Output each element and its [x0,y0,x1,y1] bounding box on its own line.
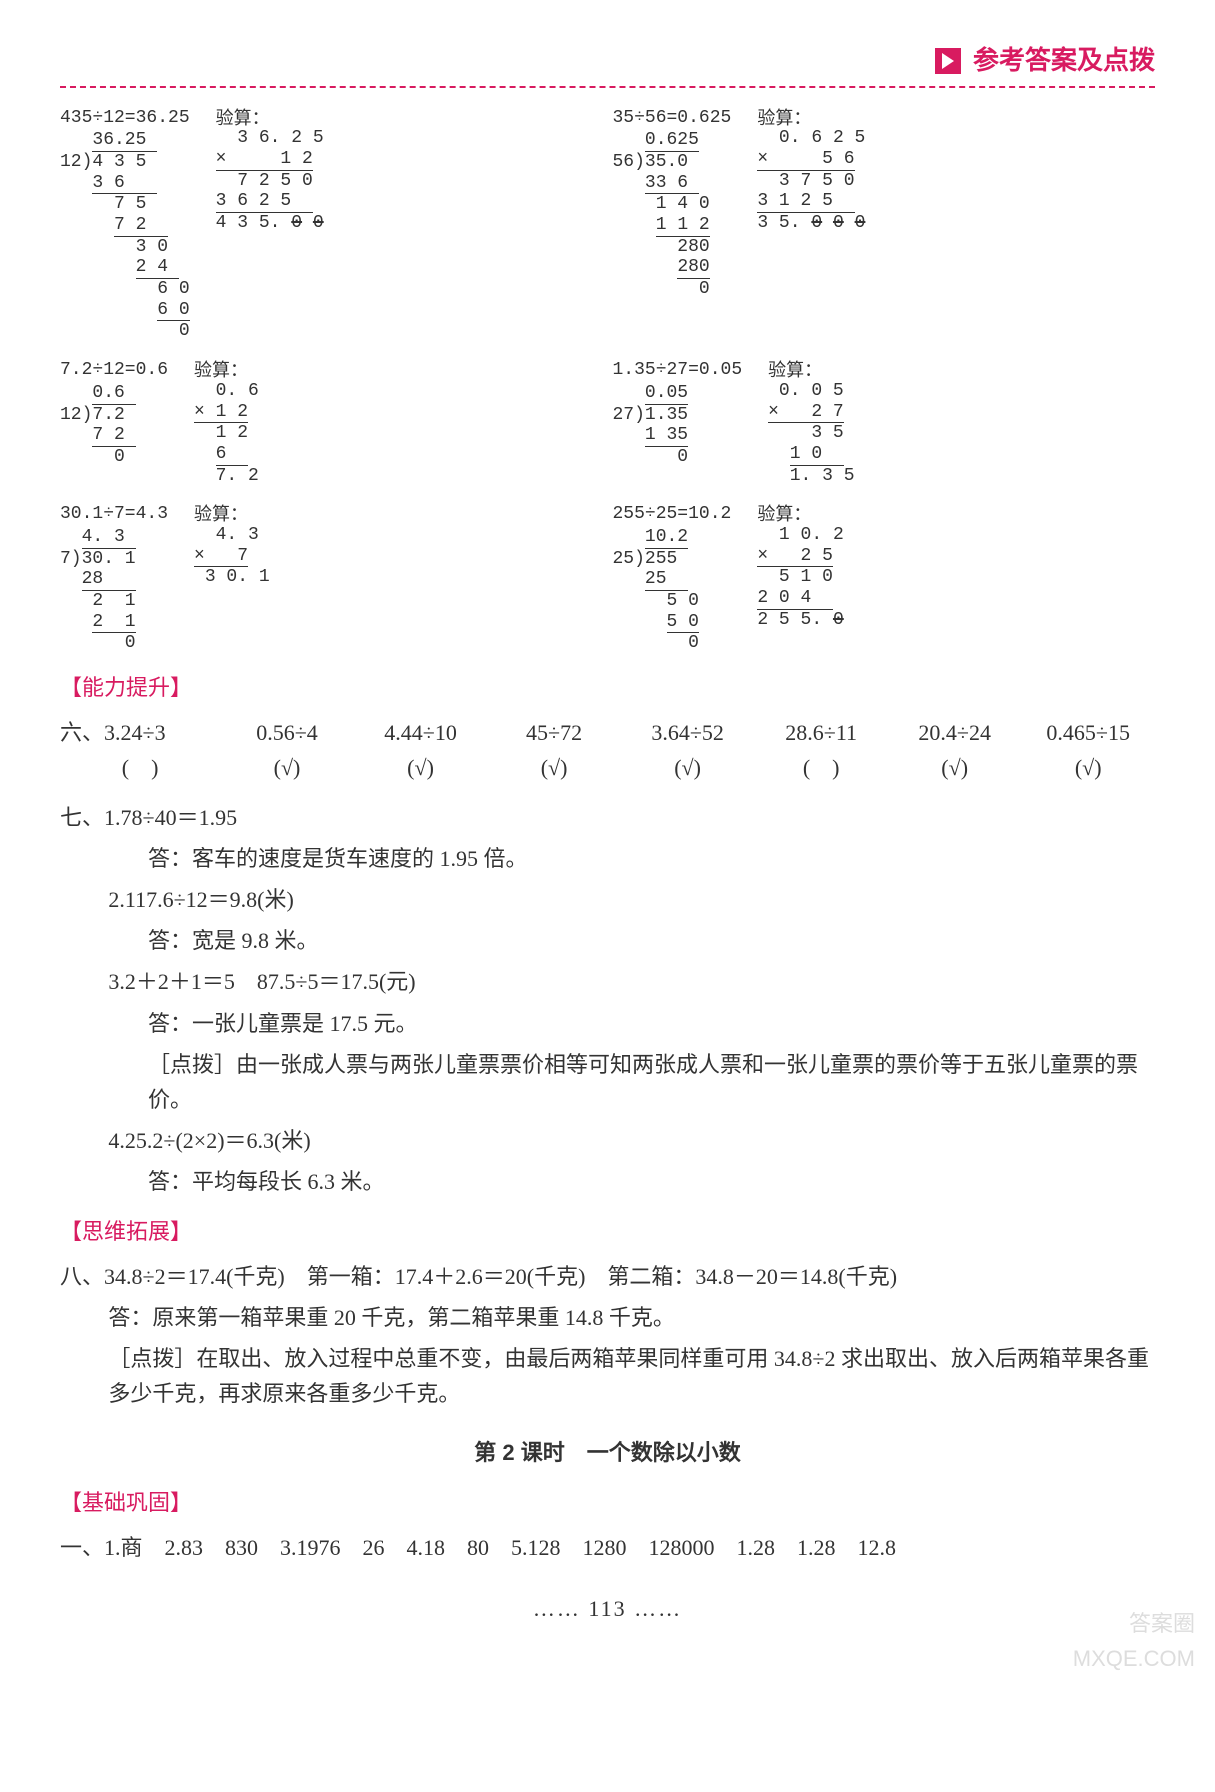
q7-2-expr: 2.117.6÷12＝9.8(米) [60,882,1155,917]
q7-1-expr: 七、1.78÷40＝1.95 [60,800,1155,835]
section-basic: 【基础巩固】 [60,1485,1155,1520]
q8: 八、34.8÷2＝17.4(千克) 第一箱：17.4＋2.6＝20(千克) 第二… [60,1259,1155,1412]
q7-3-tip: ［点拨］由一张成人票与两张儿童票票价相等可知两张成人票和一张儿童票的票价等于五张… [60,1047,1155,1117]
watermark-l1: 答案圈 [1073,1606,1195,1641]
arrow-icon [935,48,961,74]
lesson-title: 第 2 课时 一个数除以小数 [60,1435,1155,1470]
q7-4-expr: 4.25.2÷(2×2)＝6.3(米) [60,1123,1155,1158]
watermark: 答案圈 MXQE.COM [1073,1606,1195,1676]
header-title: 参考答案及点拨 [973,46,1155,75]
section-ability: 【能力提升】 [60,670,1155,705]
q6-mark-row: ( )(√)(√)(√)(√)( )(√)(√) [60,750,1155,785]
calc-grid: 435÷12=36.25 36.25 12)4 3 5 3 6 7 5 7 2 … [60,108,1155,655]
q6-expr-row: 六、3.24÷30.56÷44.44÷1045÷723.64÷5228.6÷11… [60,715,1155,750]
q7-4-answer: 答：平均每段长 6.3 米。 [60,1164,1155,1199]
q1: 一、1.商 2.83 830 3.1976 26 4.18 80 5.128 1… [60,1530,1155,1565]
q7-3-answer: 答：一张儿童票是 17.5 元。 [60,1006,1155,1041]
section-thinking: 【思维拓展】 [60,1214,1155,1249]
q7-2-answer: 答：宽是 9.8 米。 [60,923,1155,958]
q8-expr: 八、34.8÷2＝17.4(千克) 第一箱：17.4＋2.6＝20(千克) 第二… [60,1259,1155,1294]
q7-1-answer: 答：客车的速度是货车速度的 1.95 倍。 [60,841,1155,876]
q1-text: 1.商 2.83 830 3.1976 26 4.18 80 5.128 128… [104,1535,896,1560]
q1-prefix: 一、 [60,1535,104,1560]
q7: 七、1.78÷40＝1.95 答：客车的速度是货车速度的 1.95 倍。 2.1… [60,800,1155,1200]
q8-answer: 答：原来第一箱苹果重 20 千克，第二箱苹果重 14.8 千克。 [60,1300,1155,1335]
page-number: …… 113 …… [60,1591,1155,1626]
q8-tip: ［点拨］在取出、放入过程中总重不变，由最后两箱苹果同样重可用 34.8÷2 求出… [60,1341,1155,1411]
watermark-l2: MXQE.COM [1073,1641,1195,1676]
q8-expr-text: 34.8÷2＝17.4(千克) 第一箱：17.4＋2.6＝20(千克) 第二箱：… [104,1264,897,1289]
q7-3-expr: 3.2＋2＋1＝5 87.5÷5＝17.5(元) [60,964,1155,999]
q1-line: 一、1.商 2.83 830 3.1976 26 4.18 80 5.128 1… [60,1530,1155,1565]
q7-prefix: 七、 [60,805,104,830]
q8-prefix: 八、 [60,1264,104,1289]
page-header: 参考答案及点拨 [60,40,1155,88]
q6: 六、3.24÷30.56÷44.44÷1045÷723.64÷5228.6÷11… [60,715,1155,785]
q7-1-expr-text: 1.78÷40＝1.95 [104,805,237,830]
